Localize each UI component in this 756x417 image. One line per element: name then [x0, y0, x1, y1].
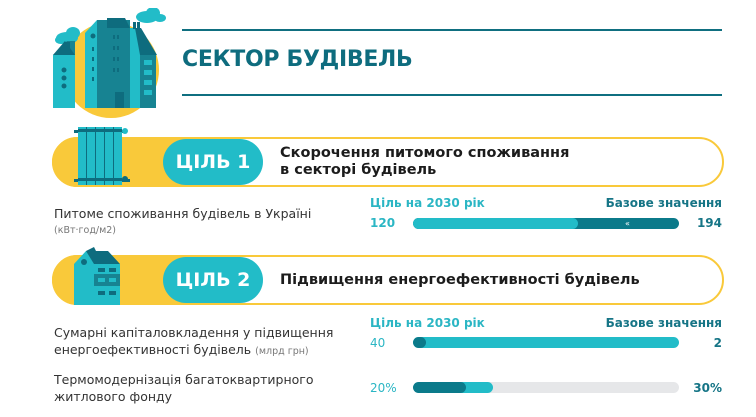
metric-thermomodernization-label: Термомодернізація багатоквартирного житл…: [54, 371, 314, 405]
metric-investment-label: Сумарні капіталовкладення у підвищення е…: [54, 324, 333, 360]
radiator-icon: [74, 127, 130, 189]
target-value-thermo: 20%: [370, 381, 397, 395]
metric-unit: (кВт·год/м2): [54, 225, 117, 236]
goal-2-title: Підвищення енергоефективності будівель: [280, 271, 640, 288]
base-column-header: Базове значення: [605, 196, 722, 210]
metric-unit: (млрд грн): [255, 346, 309, 357]
progress-bar-consumption: «: [413, 218, 679, 229]
metric-label-line-1: Термомодернізація багатоквартирного: [54, 372, 314, 387]
base-column-header-2: Базове значення: [605, 316, 722, 330]
goal-2-banner: ЦІЛЬ 2 Підвищення енергоефективності буд…: [52, 247, 724, 305]
metric-label-line-2: енергоефективності будівель: [54, 342, 252, 357]
page-title: СЕКТОР БУДІВЕЛЬ: [182, 47, 413, 72]
rewind-arrow-icon: «: [625, 219, 630, 228]
metric-label-text: Питоме споживання будівель в Україні: [54, 206, 312, 221]
progress-bar-investment: [413, 337, 679, 348]
metric-specific-consumption-label: Питоме споживання будівель в Україні (кВ…: [54, 205, 311, 239]
goal-1-title-line-1: Скорочення питомого споживання: [280, 145, 570, 161]
title-divider-top: [182, 29, 722, 31]
goal-1-badge: ЦІЛЬ 1: [163, 139, 263, 185]
goal-1-title: Скорочення питомого споживання в секторі…: [280, 137, 700, 187]
goal-1-title-line-2: в секторі будівель: [280, 162, 437, 178]
target-value: 120: [370, 216, 396, 230]
base-value-investment: 2: [713, 336, 722, 350]
bar-target-segment: [413, 382, 466, 393]
metric-label-line-1: Сумарні капіталовкладення у підвищення: [54, 325, 334, 340]
base-value: 194: [696, 216, 722, 230]
target-column-header-2: Ціль на 2030 рік: [370, 316, 485, 330]
goal-1-banner: ЦІЛЬ 1 Скорочення питомого споживання в …: [52, 127, 724, 187]
goal-2-badge: ЦІЛЬ 2: [163, 257, 263, 303]
apartment-building-icon: [74, 247, 122, 309]
title-divider-bottom: [182, 94, 722, 96]
target-column-header: Ціль на 2030 рік: [370, 196, 485, 210]
bar-base-segment: [413, 337, 426, 348]
progress-bar-thermo: [413, 382, 679, 393]
bar-target-segment: [413, 218, 578, 229]
base-value-thermo: 30%: [693, 381, 722, 395]
target-value-investment: 40: [370, 336, 386, 350]
buildings-icon: [45, 7, 170, 120]
metric-label-line-2: житлового фонду: [54, 389, 173, 404]
